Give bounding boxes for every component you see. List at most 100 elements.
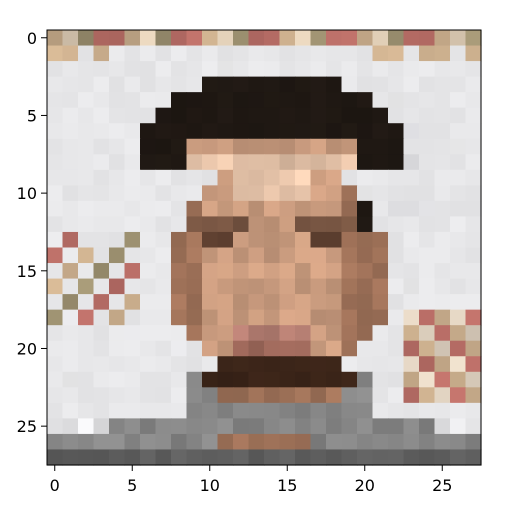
- pixel-cell: [248, 387, 265, 404]
- pixel-cell: [310, 309, 327, 326]
- pixel-cell: [295, 247, 312, 264]
- pixel-cell: [171, 123, 188, 140]
- pixel-cell: [217, 123, 234, 140]
- pixel-cell: [357, 433, 374, 451]
- pixel-cell: [465, 418, 482, 435]
- pixel-cell: [124, 340, 141, 357]
- pixel-cell: [186, 92, 203, 109]
- pixel-cell: [233, 216, 250, 233]
- pixel-cell: [388, 294, 405, 311]
- pixel-cell: [109, 433, 126, 451]
- pixel-cell: [419, 433, 436, 451]
- pixel-cell: [155, 185, 172, 202]
- x-tick-label: 25: [432, 476, 452, 495]
- pixel-cell: [326, 387, 343, 404]
- pixel-cell: [217, 92, 234, 109]
- pixel-cell: [140, 107, 157, 124]
- x-axis: 0 5 10 15 20 25: [50, 465, 452, 495]
- pixel-cell: [109, 123, 126, 140]
- pixel-cell: [78, 356, 95, 373]
- pixel-cell: [171, 154, 188, 171]
- pixel-cell: [264, 61, 281, 78]
- pixel-cell: [109, 185, 126, 202]
- pixel-cell: [279, 309, 296, 326]
- y-tick-label: 5: [27, 106, 37, 125]
- pixel-cell: [465, 278, 482, 295]
- pixel-cell: [93, 402, 110, 419]
- pixel-cell: [372, 433, 389, 451]
- pixel-cell: [140, 356, 157, 373]
- pixel-cell: [465, 138, 482, 155]
- pixel-cell: [233, 247, 250, 264]
- pixel-cell: [217, 278, 234, 295]
- pixel-cell: [233, 92, 250, 109]
- pixel-cell: [248, 294, 265, 311]
- pixel-cell: [450, 216, 467, 233]
- pixel-cell: [295, 45, 312, 62]
- pixel-cell: [202, 263, 219, 280]
- pixel-cell: [217, 387, 234, 404]
- pixel-cell: [124, 449, 141, 466]
- pixel-cell: [357, 294, 374, 311]
- pixel-cell: [388, 278, 405, 295]
- pixel-cell: [124, 138, 141, 155]
- pixel-cell: [217, 449, 234, 466]
- pixel-cell: [388, 433, 405, 451]
- pixel-cell: [62, 185, 79, 202]
- pixel-cell: [93, 45, 110, 62]
- pixel-cell: [140, 278, 157, 295]
- pixel-cell: [341, 185, 358, 202]
- pixel-cell: [202, 371, 219, 388]
- pixel-cell: [326, 92, 343, 109]
- pixel-cell: [295, 200, 312, 218]
- pixel-cell: [434, 387, 451, 404]
- pixel-cell: [109, 402, 126, 419]
- pixel-cell: [78, 418, 95, 435]
- pixel-cell: [78, 325, 95, 342]
- pixel-cell: [186, 263, 203, 280]
- pixel-cell: [248, 169, 265, 186]
- pixel-cell: [264, 169, 281, 186]
- pixel-cell: [62, 45, 79, 62]
- pixel-cell: [186, 387, 203, 404]
- pixel-cell: [357, 30, 374, 47]
- pixel-cell: [264, 356, 281, 373]
- pixel-cell: [217, 247, 234, 264]
- pixel-cell: [78, 138, 95, 155]
- pixel-cell: [140, 449, 157, 466]
- pixel-cell: [202, 402, 219, 419]
- pixel-cell: [403, 247, 420, 264]
- pixel-cell: [419, 340, 436, 357]
- pixel-cell: [295, 263, 312, 280]
- pixel-cell: [465, 185, 482, 202]
- pixel-cell: [155, 247, 172, 264]
- pixel-cell: [248, 92, 265, 109]
- pixel-cell: [357, 107, 374, 124]
- pixel-cell: [372, 138, 389, 155]
- pixel-cell: [388, 76, 405, 93]
- pixel-cell: [248, 231, 265, 249]
- y-tick-label: 25: [17, 417, 37, 436]
- pixel-cell: [450, 169, 467, 186]
- pixel-cell: [279, 216, 296, 233]
- pixel-cell: [202, 154, 219, 171]
- pixel-cell: [109, 449, 126, 466]
- pixel-cell: [217, 356, 234, 373]
- pixel-cell: [186, 123, 203, 140]
- pixel-cell: [109, 278, 126, 295]
- pixel-cell: [78, 169, 95, 186]
- pixel-cell: [62, 123, 79, 140]
- pixel-cell: [109, 45, 126, 62]
- pixel-cell: [279, 263, 296, 280]
- pixel-cell: [233, 449, 250, 466]
- pixel-cell: [186, 402, 203, 419]
- pixel-cell: [403, 449, 420, 466]
- pixel-cell: [155, 433, 172, 451]
- pixel-cell: [140, 294, 157, 311]
- pixel-cell: [434, 200, 451, 218]
- pixel-cell: [47, 200, 64, 218]
- pixel-cell: [372, 263, 389, 280]
- pixel-cell: [155, 278, 172, 295]
- x-tick-label: 15: [277, 476, 297, 495]
- pixel-cell: [124, 247, 141, 264]
